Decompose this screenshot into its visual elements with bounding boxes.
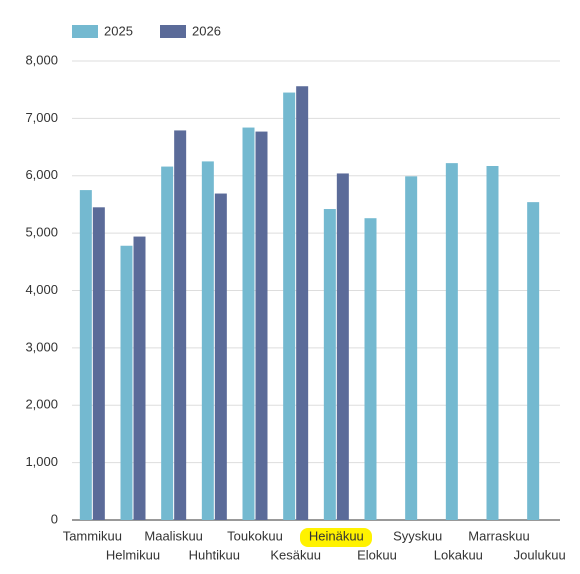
legend-label: 2026: [192, 23, 221, 38]
bar: [336, 173, 349, 520]
x-tick-label: Tammikuu: [63, 528, 122, 543]
x-tick-label: Syyskuu: [393, 528, 442, 543]
x-tick-label: Helmikuu: [106, 547, 160, 562]
bar: [445, 163, 458, 520]
bar: [92, 207, 105, 520]
bar: [283, 92, 296, 521]
bar: [405, 176, 418, 521]
bar: [174, 130, 187, 520]
y-tick-label: 5,000: [25, 225, 58, 240]
bar: [120, 245, 133, 520]
y-tick-label: 2,000: [25, 397, 58, 412]
x-tick-label: Joulukuu: [514, 547, 566, 562]
x-tick-label: Maaliskuu: [144, 528, 203, 543]
bar: [296, 86, 309, 521]
bar: [133, 236, 146, 520]
x-tick-label: Huhtikuu: [189, 547, 240, 562]
x-tick-label: Elokuu: [357, 547, 397, 562]
bar: [323, 209, 336, 520]
legend-label: 2025: [104, 23, 133, 38]
y-tick-label: 3,000: [25, 339, 58, 354]
x-tick-label: Toukokuu: [227, 528, 283, 543]
x-tick-label: Lokakuu: [434, 547, 483, 562]
x-tick-label: Kesäkuu: [270, 547, 321, 562]
y-tick-label: 8,000: [25, 52, 58, 67]
y-tick-label: 1,000: [25, 454, 58, 469]
highlight: [300, 528, 372, 547]
bar: [201, 161, 214, 520]
x-tick-label: Heinäkuu: [309, 528, 364, 543]
legend-swatch: [72, 25, 98, 38]
legend-swatch: [160, 25, 186, 38]
bar: [527, 202, 540, 520]
bar: [214, 193, 227, 520]
y-tick-label: 0: [51, 511, 58, 526]
bar: [161, 166, 174, 520]
y-tick-label: 7,000: [25, 110, 58, 125]
bar: [255, 131, 268, 521]
bar: [364, 218, 377, 520]
bar: [79, 190, 92, 520]
bar: [486, 165, 499, 520]
bar: [242, 127, 255, 521]
x-tick-label: Marraskuu: [468, 528, 529, 543]
y-tick-label: 4,000: [25, 282, 58, 297]
y-tick-label: 6,000: [25, 167, 58, 182]
